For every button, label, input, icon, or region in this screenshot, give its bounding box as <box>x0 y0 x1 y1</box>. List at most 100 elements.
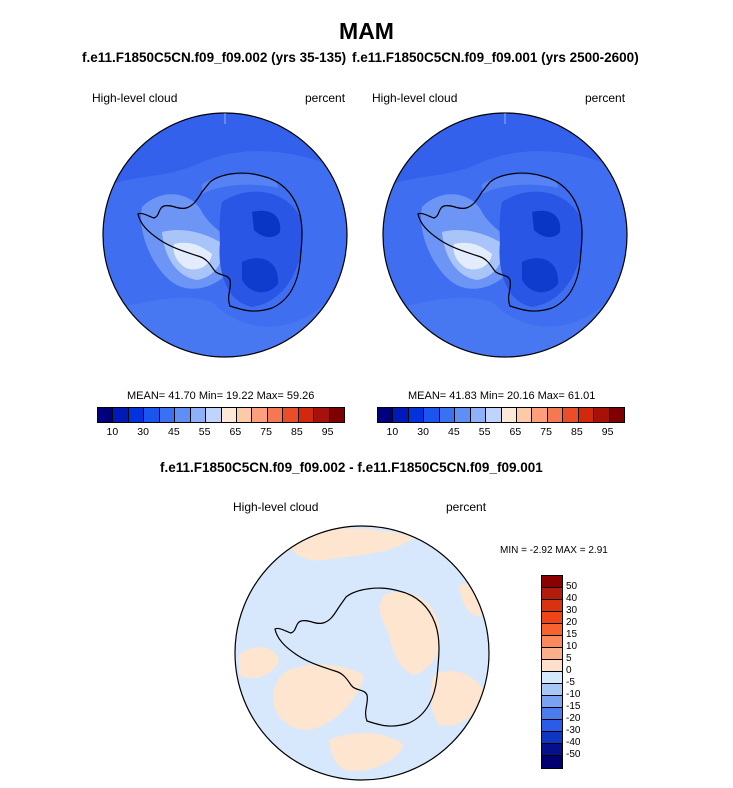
colorbar-swatch <box>128 408 145 422</box>
colorbar-swatch <box>532 408 548 422</box>
diff-units-label: percent <box>446 500 487 514</box>
antarctic-field <box>499 191 583 307</box>
colorbar-swatch <box>221 408 237 422</box>
left-units-label: percent <box>305 91 346 105</box>
colorbar-swatch <box>113 408 129 422</box>
left-stats: MEAN= 41.70 Min= 19.22 Max= 59.26 <box>127 390 315 402</box>
colorbar-swatch <box>175 408 191 422</box>
colorbar-tick-label: 30 <box>417 426 429 438</box>
colorbar-swatch <box>542 612 562 624</box>
colorbar-tick-label: 5 <box>566 653 572 664</box>
diff-minmax: MIN = -2.92 MAX = 2.91 <box>500 545 608 556</box>
colorbar-swatch <box>542 720 562 732</box>
colorbar-swatch <box>424 408 440 422</box>
colorbar-swatch <box>516 408 533 422</box>
colorbar-swatch <box>206 408 222 422</box>
diff-variable-label: High-level cloud <box>233 500 319 514</box>
colorbar-tick-label: 75 <box>260 426 272 438</box>
colorbar-swatch <box>578 408 595 422</box>
colorbar-swatch <box>98 408 114 422</box>
colorbar-tick-label: 20 <box>566 617 578 628</box>
colorbar-swatch <box>314 408 330 422</box>
colorbar-tick-label: -30 <box>566 725 581 736</box>
colorbar-tick-label: 45 <box>168 426 180 438</box>
colorbar-tick-label: 30 <box>566 605 578 616</box>
coastal-band <box>202 174 278 194</box>
colorbar-swatch <box>542 636 562 648</box>
colorbar-swatch <box>283 408 299 422</box>
colorbar-swatch <box>542 708 562 720</box>
colorbar-swatch <box>190 408 207 422</box>
colorbar-swatch <box>542 576 562 588</box>
antarctic-core-east <box>252 210 281 238</box>
colorbar-tick-label: 55 <box>198 426 211 438</box>
colorbar-tick-label: 10 <box>566 641 578 652</box>
colorbar-swatch <box>542 624 562 636</box>
positive-patch <box>379 591 440 675</box>
positive-patch <box>430 670 484 726</box>
antarctica-coastline <box>274 587 440 727</box>
colorbar-tick-label: 75 <box>540 426 552 438</box>
colorbar-swatch <box>267 408 284 422</box>
colorbar-tick-label: 95 <box>321 426 334 438</box>
right-polar-map <box>382 112 628 358</box>
colorbar-swatch <box>542 696 562 708</box>
left-colorbar-ticks: 10 30 45 55 65 75 85 95 <box>97 426 345 440</box>
positive-patch <box>284 528 414 561</box>
antarctic-field <box>219 191 303 307</box>
colorbar-swatch <box>455 408 471 422</box>
right-panel-title: f.e11.F1850C5CN.f09_f09.001 (yrs 2500-26… <box>352 50 639 65</box>
outer-band <box>103 113 347 192</box>
colorbar-swatch <box>609 408 624 422</box>
colorbar-swatch <box>542 600 562 612</box>
pale-region <box>173 242 212 270</box>
colorbar-swatch <box>542 756 562 768</box>
colorbar-swatch <box>542 648 562 660</box>
colorbar-tick-label: 10 <box>386 426 399 438</box>
right-stats: MEAN= 41.83 Min= 20.16 Max= 61.01 <box>408 390 596 402</box>
colorbar-tick-label: 40 <box>566 593 578 604</box>
colorbar-tick-label: 95 <box>601 426 614 438</box>
lower-band <box>383 282 627 357</box>
colorbar-swatch <box>393 408 409 422</box>
outer-band <box>383 113 627 192</box>
colorbar-tick-label: 55 <box>478 426 491 438</box>
lower-band <box>103 282 347 357</box>
pale-region <box>453 242 492 270</box>
left-polar-map <box>102 112 348 358</box>
colorbar-tick-label: 0 <box>566 665 572 676</box>
colorbar-swatch <box>547 408 564 422</box>
colorbar-tick-label: 45 <box>448 426 460 438</box>
colorbar-swatch <box>408 408 425 422</box>
antarctic-core-west <box>522 258 559 293</box>
right-variable-label: High-level cloud <box>372 91 458 105</box>
colorbar-swatch <box>470 408 487 422</box>
colorbar-tick-label: -50 <box>566 749 581 760</box>
colorbar-swatch <box>298 408 315 422</box>
antarctica-coastline <box>137 172 303 312</box>
left-variable-label: High-level cloud <box>92 91 178 105</box>
colorbar-tick-label: 50 <box>566 581 578 592</box>
colorbar-tick-label: -5 <box>566 677 575 688</box>
colorbar-tick-label: 85 <box>571 426 583 438</box>
left-colorbar <box>97 407 345 423</box>
antarctic-core-west <box>242 258 279 293</box>
antarctica-coastline <box>417 172 583 312</box>
colorbar-tick-label: 30 <box>137 426 149 438</box>
colorbar-swatch <box>159 408 176 422</box>
colorbar-swatch <box>542 660 562 672</box>
diff-polar-map <box>234 525 490 781</box>
antarctic-core-east <box>532 210 561 238</box>
colorbar-swatch <box>439 408 456 422</box>
colorbar-swatch <box>252 408 268 422</box>
right-colorbar <box>377 407 625 423</box>
left-panel-title: f.e11.F1850C5CN.f09_f09.002 (yrs 35-135) <box>82 50 347 65</box>
colorbar-swatch <box>594 408 610 422</box>
right-colorbar-ticks: 10 30 45 55 65 75 85 95 <box>377 426 625 440</box>
diff-panel-title: f.e11.F1850C5CN.f09_f09.002 - f.e11.F185… <box>160 460 543 475</box>
colorbar-swatch <box>501 408 517 422</box>
colorbar-swatch <box>542 684 562 696</box>
colorbar-swatch <box>144 408 160 422</box>
positive-patch <box>329 733 404 772</box>
colorbar-swatch <box>542 672 562 684</box>
